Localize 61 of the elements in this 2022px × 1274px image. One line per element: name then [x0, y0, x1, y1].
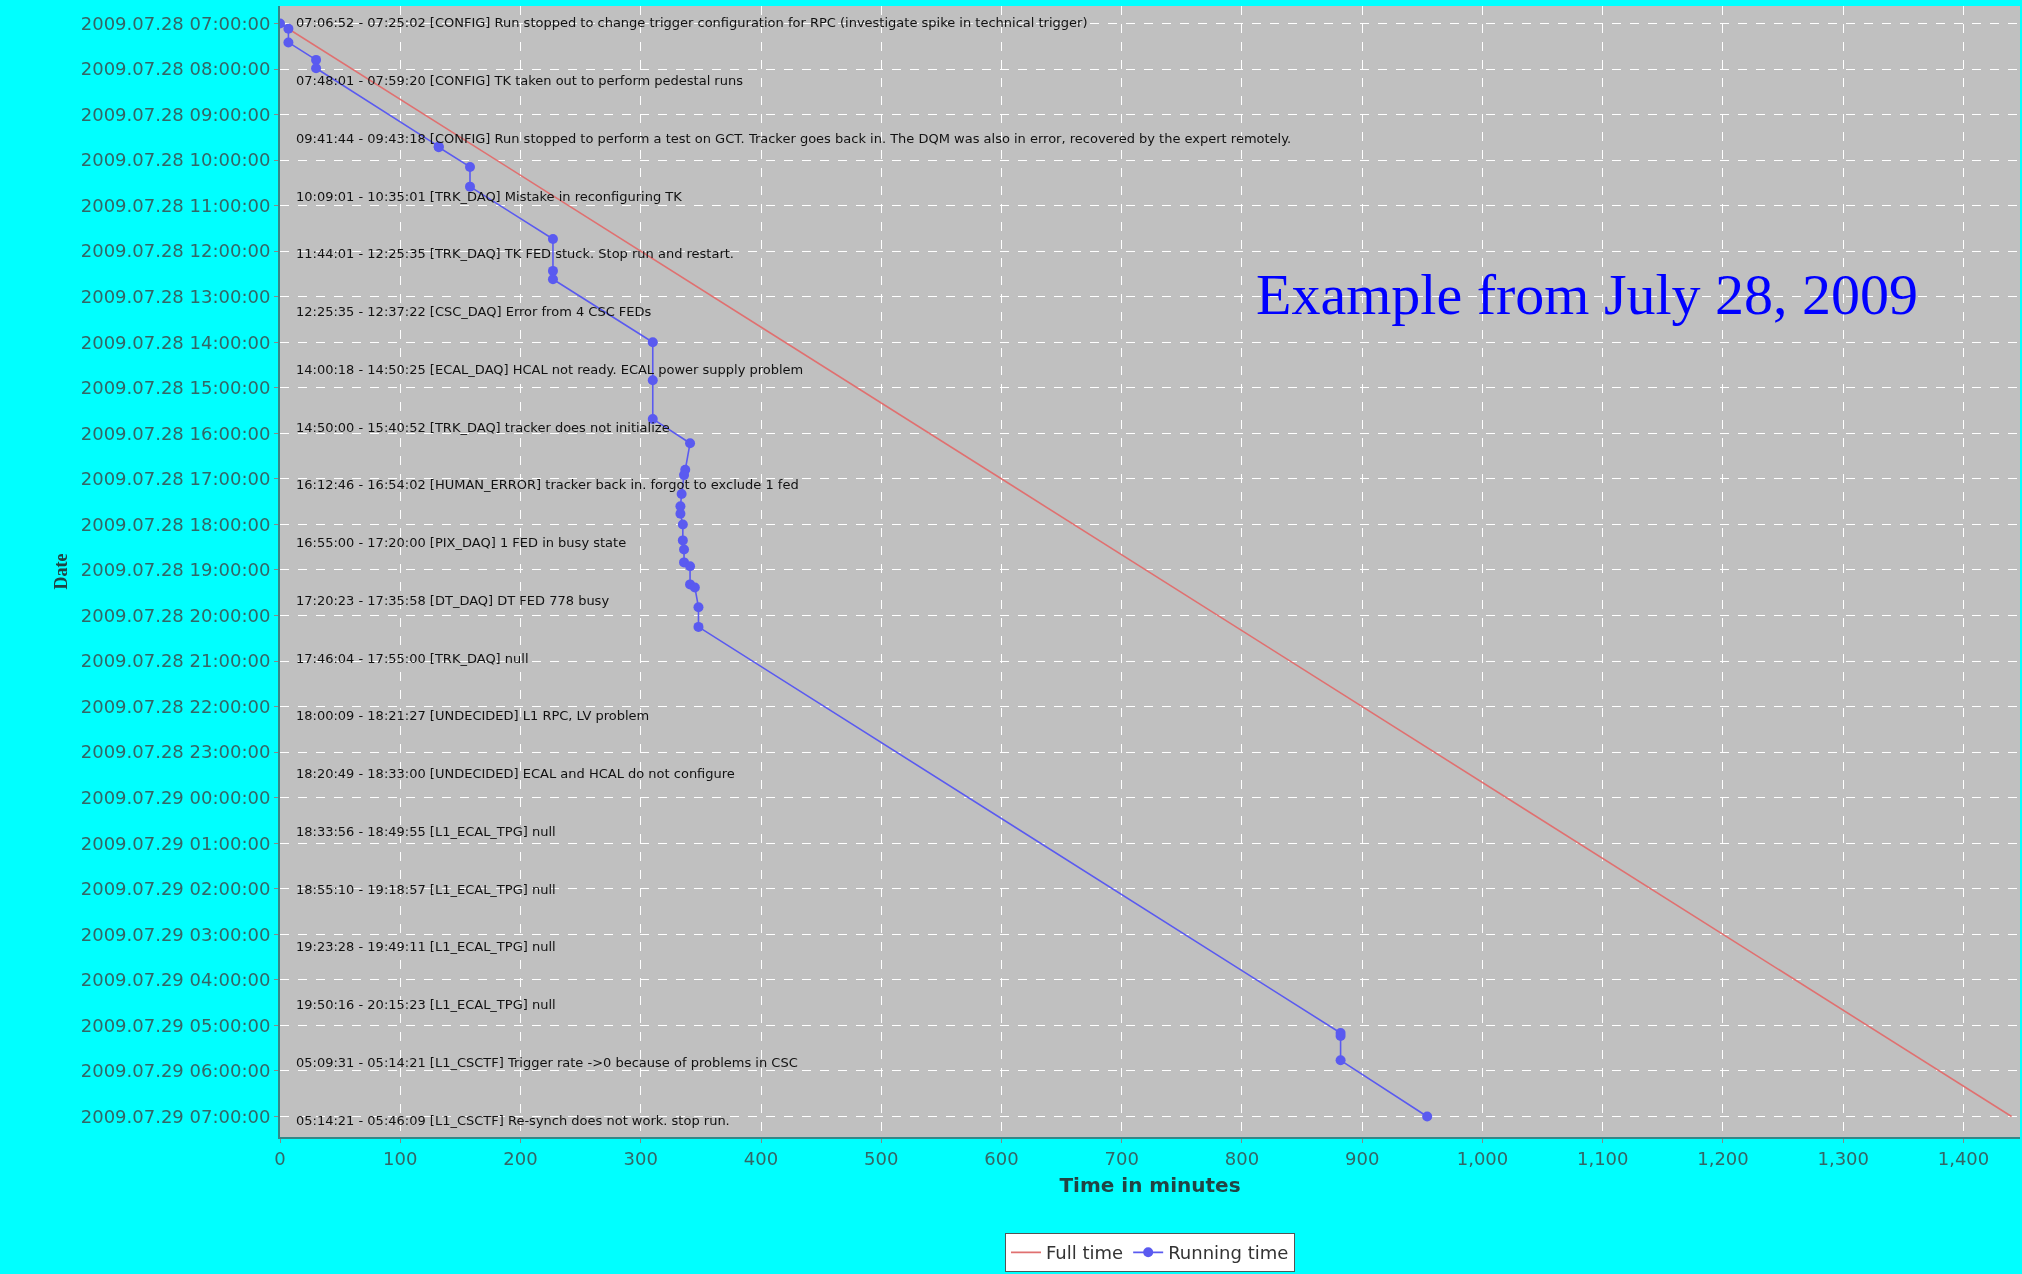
annotation: 18:20:49 - 18:33:00 [UNDECIDED] ECAL and HCAL do not configure — [296, 766, 735, 781]
x-tick-label: 400 — [743, 1147, 779, 1169]
annotation: 05:09:31 - 05:14:21 [L1_CSCTF] Trigger rate ->0 because of problems in CSC — [296, 1055, 798, 1070]
x-tick-label: 800 — [1224, 1147, 1260, 1169]
y-tick-label: 2009.07.28 12:00:00 — [80, 240, 271, 262]
annotation: 09:41:44 - 09:43:18 [CONFIG] Run stopped to perform a test on GCT. Tracker goes back in. The DQM was also in error, recovered by the expert remotely. — [296, 131, 1292, 146]
y-tick-label: 2009.07.28 19:00:00 — [80, 559, 271, 581]
annotation: 11:44:01 - 12:25:35 [TRK_DAQ] TK FED stuck. Stop run and restart. — [296, 246, 734, 261]
x-tick-label: 1,300 — [1817, 1147, 1869, 1169]
x-tick-label: 700 — [1104, 1147, 1139, 1169]
y-axis-title: Date — [51, 553, 72, 590]
y-tick-label: 2009.07.28 09:00:00 — [80, 103, 271, 125]
x-tick-label: 300 — [623, 1147, 658, 1169]
x-tick-label: 0 — [274, 1147, 286, 1169]
annotation: 14:50:00 - 15:40:52 [TRK_DAQ] tracker does not initialize — [296, 420, 670, 435]
annotation: 18:33:56 - 18:49:55 [L1_ECAL_TPG] null — [296, 824, 556, 839]
x-tick-label: 1,400 — [1937, 1147, 1990, 1169]
y-tick-label: 2009.07.29 00:00:00 — [80, 787, 271, 808]
annotation: 17:46:04 - 17:55:00 [TRK_DAQ] null — [296, 651, 529, 666]
y-tick-label: 2009.07.28 20:00:00 — [80, 604, 271, 626]
annotation: 19:50:16 - 20:15:23 [L1_ECAL_TPG] null — [296, 997, 556, 1012]
annotation: 07:06:52 - 07:25:02 [CONFIG] Run stopped to change trigger configuration for RPC (investigate spike in technical trigger) — [296, 15, 1088, 30]
y-tick-label: 2009.07.28 11:00:00 — [80, 194, 271, 216]
legend-label: Running time — [1168, 1242, 1289, 1264]
annotation: 16:12:46 - 16:54:02 [HUMAN_ERROR] tracker back in. forgot to exclude 1 fed — [296, 477, 799, 492]
y-tick-label: 2009.07.28 15:00:00 — [80, 377, 271, 399]
x-tick-label: 500 — [864, 1147, 899, 1169]
x-tick-label: 900 — [1345, 1147, 1380, 1169]
annotation: 18:55:10 - 19:18:57 [L1_ECAL_TPG] null — [296, 882, 556, 897]
annotation: 18:00:09 - 18:21:27 [UNDECIDED] L1 RPC, LV problem — [296, 708, 650, 723]
y-tick-label: 2009.07.28 23:00:00 — [80, 741, 271, 763]
x-axis-title: Time in minutes — [1059, 1172, 1241, 1197]
y-tick-label: 2009.07.29 02:00:00 — [80, 878, 271, 900]
y-tick-label: 2009.07.28 07:00:00 — [80, 12, 271, 34]
y-tick-label: 2009.07.29 07:00:00 — [80, 1105, 271, 1127]
y-tick-label: 2009.07.29 04:00:00 — [80, 969, 271, 991]
annotation: Example from July 28, 2009 — [1256, 262, 1919, 327]
x-tick-label: 100 — [383, 1147, 418, 1169]
y-tick-label: 2009.07.29 03:00:00 — [80, 923, 271, 945]
x-tick-label: 600 — [984, 1147, 1019, 1169]
legend-label: Full time — [1046, 1242, 1124, 1264]
annotation: 05:14:21 - 05:46:09 [L1_CSCTF] Re-synch does not work. stop run. — [296, 1113, 730, 1128]
annotation: 17:20:23 - 17:35:58 [DT_DAQ] DT FED 778 busy — [296, 593, 610, 608]
y-tick-label: 2009.07.28 14:00:00 — [80, 331, 271, 353]
y-tick-label: 2009.07.28 21:00:00 — [80, 650, 271, 672]
y-tick-label: 2009.07.29 05:00:00 — [80, 1014, 271, 1036]
x-tick-label: 1,000 — [1456, 1147, 1509, 1169]
y-tick-label: 2009.07.28 18:00:00 — [80, 513, 271, 535]
y-tick-label: 2009.07.29 01:00:00 — [80, 832, 271, 854]
y-tick-label: 2009.07.28 13:00:00 — [80, 286, 271, 308]
annotation: 16:55:00 - 17:20:00 [PIX_DAQ] 1 FED in busy state — [296, 535, 627, 550]
y-tick-label: 2009.07.29 06:00:00 — [80, 1060, 271, 1082]
x-tick-label: 200 — [503, 1147, 538, 1169]
y-tick-label: 2009.07.28 22:00:00 — [80, 695, 271, 717]
y-tick-label: 2009.07.28 16:00:00 — [80, 422, 271, 444]
annotation: 19:23:28 - 19:49:11 [L1_ECAL_TPG] null — [296, 939, 556, 954]
x-tick-label: 1,200 — [1697, 1147, 1749, 1169]
x-tick-label: 1,100 — [1576, 1147, 1629, 1169]
y-tick-label: 2009.07.28 10:00:00 — [80, 149, 271, 171]
y-tick-label: 2009.07.28 08:00:00 — [80, 58, 271, 80]
y-tick-label: 2009.07.28 17:00:00 — [80, 468, 271, 490]
